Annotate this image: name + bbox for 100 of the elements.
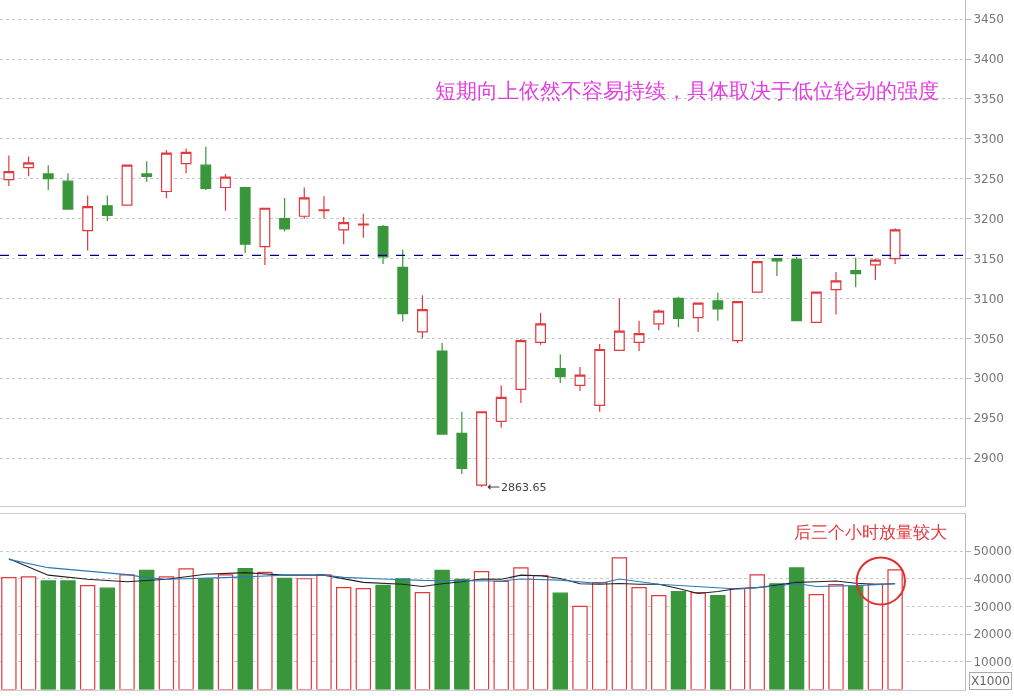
y-tick-label: 3150 bbox=[973, 251, 1004, 266]
candlestick bbox=[62, 172, 74, 211]
candlestick bbox=[436, 342, 448, 435]
y-axis-title: X1000 bbox=[971, 674, 1010, 688]
bar bbox=[99, 587, 116, 690]
candlestick bbox=[220, 173, 231, 212]
bar bbox=[532, 575, 549, 690]
y-tick-label: 3350 bbox=[973, 92, 1004, 107]
y-tick-label: 30000 bbox=[973, 599, 1012, 614]
candlestick bbox=[692, 302, 704, 333]
candlestick bbox=[830, 271, 842, 315]
annotation: 短期向上依然不容易持续，具体取决于低位轮动的强度 bbox=[435, 79, 939, 103]
candlestick bbox=[791, 256, 803, 322]
y-tick-label: 50000 bbox=[973, 544, 1012, 559]
y-tick-label: 2950 bbox=[973, 411, 1004, 426]
candlestick bbox=[495, 384, 507, 429]
candlestick bbox=[613, 297, 625, 351]
candlestick bbox=[732, 301, 743, 344]
bar bbox=[651, 595, 667, 690]
bar bbox=[335, 587, 352, 690]
candlestick bbox=[23, 155, 34, 177]
bar bbox=[591, 582, 608, 690]
bar bbox=[631, 587, 647, 690]
candlestick bbox=[850, 257, 862, 288]
bar bbox=[808, 593, 824, 690]
bar bbox=[40, 580, 56, 690]
y-tick-label: 20000 bbox=[973, 627, 1012, 642]
bar bbox=[276, 577, 293, 690]
bar bbox=[611, 557, 628, 690]
candlestick bbox=[318, 195, 330, 220]
y-tick-label: 40000 bbox=[973, 571, 1012, 586]
candlestick bbox=[180, 147, 192, 174]
candlestick bbox=[751, 261, 763, 293]
bar bbox=[217, 574, 234, 690]
candlestick bbox=[417, 294, 428, 339]
y-tick-label: 3100 bbox=[973, 291, 1004, 306]
bar bbox=[473, 570, 490, 690]
bar bbox=[749, 574, 765, 690]
candlestick bbox=[101, 194, 113, 222]
candlestick bbox=[515, 338, 527, 404]
y-tick-label: 2900 bbox=[973, 451, 1004, 466]
candlestick bbox=[712, 292, 724, 322]
candlestick bbox=[357, 213, 369, 239]
y-tick-label: 10000 bbox=[973, 655, 1012, 670]
annotation: 后三个小时放量较大 bbox=[794, 522, 947, 542]
candlestick bbox=[279, 197, 290, 232]
candlestick bbox=[141, 160, 153, 183]
candlestick bbox=[397, 249, 409, 323]
candlestick bbox=[771, 257, 783, 277]
candlestick bbox=[574, 366, 586, 392]
bar bbox=[887, 569, 903, 690]
bar bbox=[178, 568, 194, 690]
bar bbox=[513, 567, 529, 690]
bar bbox=[60, 580, 76, 690]
y-tick-label: 3000 bbox=[973, 371, 1004, 386]
bar bbox=[158, 576, 175, 690]
bar bbox=[414, 592, 431, 690]
candlestick bbox=[121, 164, 133, 206]
bar bbox=[79, 585, 96, 690]
bar bbox=[867, 583, 884, 690]
bar bbox=[316, 574, 332, 690]
bar bbox=[572, 605, 588, 690]
bar bbox=[296, 578, 312, 690]
candlestick bbox=[594, 343, 606, 413]
bar bbox=[788, 567, 805, 690]
bar bbox=[355, 588, 372, 690]
bar bbox=[848, 585, 864, 690]
bar bbox=[710, 595, 726, 690]
y-tick-label: 3200 bbox=[973, 211, 1004, 226]
candlestick bbox=[298, 186, 310, 220]
candlestick bbox=[554, 353, 566, 384]
bar bbox=[769, 583, 785, 690]
bar bbox=[198, 578, 214, 690]
candlestick bbox=[535, 312, 547, 346]
bar bbox=[434, 569, 450, 690]
bar bbox=[552, 592, 568, 690]
candlestick bbox=[82, 194, 94, 252]
candlestick bbox=[889, 227, 901, 265]
y-tick-label: 3050 bbox=[973, 331, 1004, 346]
candlestick bbox=[633, 320, 645, 352]
candlestick bbox=[673, 296, 684, 328]
y-tick-label: 3250 bbox=[973, 171, 1004, 186]
bar bbox=[395, 578, 411, 690]
bar bbox=[257, 571, 273, 690]
bar bbox=[454, 578, 470, 690]
bar bbox=[828, 583, 844, 690]
candlestick bbox=[42, 164, 54, 191]
bar bbox=[493, 580, 509, 690]
bar bbox=[690, 592, 706, 690]
y-tick-label: 3400 bbox=[973, 52, 1004, 67]
bar bbox=[20, 576, 37, 690]
candlestick bbox=[160, 149, 172, 199]
candlestick bbox=[377, 224, 389, 265]
bar bbox=[237, 567, 253, 690]
candlestick bbox=[456, 411, 468, 475]
candlestick bbox=[259, 207, 271, 266]
candlestick bbox=[653, 309, 665, 331]
bar bbox=[139, 569, 155, 690]
bar bbox=[375, 584, 391, 690]
candlestick bbox=[3, 155, 15, 187]
